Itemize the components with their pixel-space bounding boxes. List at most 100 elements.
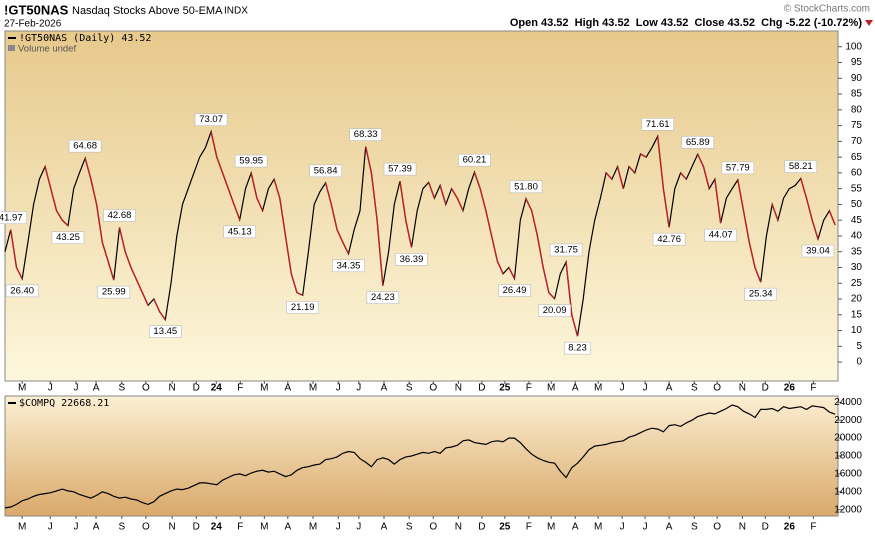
down-segment (364, 146, 373, 174)
x-tick-label: J (643, 383, 648, 394)
y-tick-label: 22000 (834, 415, 862, 426)
down-segment (233, 204, 241, 221)
down-segment (55, 210, 63, 221)
down-segment (279, 198, 287, 237)
down-segment (571, 314, 579, 337)
down-segment (702, 166, 710, 189)
x-tick-label: N (455, 383, 462, 394)
x-tick-label: O (142, 383, 150, 394)
x-tick-label: A (572, 522, 579, 533)
value-label: 25.99 (102, 287, 126, 298)
value-label: 26.40 (10, 285, 34, 296)
x-tick-label: J (73, 383, 78, 394)
value-label: 51.80 (514, 181, 538, 192)
down-segment (10, 229, 18, 268)
down-segment (714, 179, 722, 224)
x-tick-label: A (666, 383, 673, 394)
x-tick-label: S (691, 522, 698, 533)
down-segment (141, 292, 149, 306)
down-segment (616, 166, 624, 189)
value-label: 65.89 (686, 137, 710, 148)
down-segment (737, 179, 745, 211)
down-segment (210, 131, 218, 158)
down-segment (450, 188, 458, 199)
y-tick-label: 90 (851, 73, 863, 84)
down-segment (284, 235, 292, 274)
value-label-box (564, 341, 592, 355)
down-segment (50, 188, 58, 211)
legend: $COMPQ 22668.21 (19, 398, 109, 409)
value-label: 42.76 (657, 234, 681, 245)
x-tick-label: O (429, 383, 437, 394)
down-segment (748, 242, 756, 268)
value-label-box (332, 259, 365, 273)
y-tick-label: 80 (851, 104, 863, 115)
y-tick-label: 95 (851, 57, 863, 68)
value-label: 34.35 (337, 260, 361, 271)
x-tick-label: J (356, 522, 361, 533)
down-segment (640, 153, 647, 158)
down-segment (153, 298, 161, 312)
x-tick-label: M (260, 522, 268, 533)
legend-note: Volume undef (18, 44, 76, 55)
down-segment (456, 197, 464, 212)
y-tick-label: 55 (851, 183, 863, 194)
x-tick-label: D (762, 522, 769, 533)
down-segment (227, 188, 235, 205)
volume-icon (8, 45, 15, 51)
y-tick-label: 12000 (834, 504, 862, 515)
value-label-box (97, 285, 131, 299)
down-segment (376, 220, 384, 286)
down-segment (536, 235, 544, 268)
down-segment (754, 267, 762, 283)
x-tick-label: 25 (499, 383, 511, 394)
y-tick-label: 60 (851, 168, 863, 179)
symbol: !GT50NAS (4, 2, 69, 17)
down-segment (84, 157, 92, 180)
down-segment (800, 178, 808, 199)
x-tick-label: A (381, 522, 388, 533)
down-segment (828, 210, 836, 226)
value-label-box (395, 253, 428, 266)
x-tick-label: O (142, 522, 150, 533)
value-label: 45.13 (228, 226, 252, 237)
y-tick-label: 35 (851, 246, 863, 257)
value-label-box (801, 244, 835, 258)
y-tick-label: 18000 (834, 451, 862, 462)
y-tick-label: 40 (851, 231, 863, 242)
value-label: 73.07 (199, 114, 223, 125)
down-segment (296, 292, 303, 296)
value-label: 57.79 (726, 162, 750, 173)
x-tick-label: S (406, 383, 413, 394)
x-tick-label: M (309, 383, 317, 394)
value-label-box (68, 139, 102, 153)
down-segment (656, 136, 665, 189)
y-tick-label: 14000 (834, 486, 862, 497)
value-label-box (149, 325, 182, 338)
value-label-box (5, 284, 39, 298)
value-label-box (103, 209, 136, 222)
down-segment (479, 188, 487, 211)
value-label-box (383, 162, 417, 176)
exchange: INDX (224, 6, 248, 17)
down-segment (330, 204, 338, 230)
down-segment (771, 204, 779, 221)
down-segment (44, 166, 52, 189)
quote: Open 43.52 High 43.52 Low 43.52 Close 43… (510, 17, 862, 29)
x-tick-label: J (336, 383, 341, 394)
value-label-box (223, 225, 257, 239)
x-tick-label: N (169, 383, 176, 394)
down-segment (473, 171, 481, 189)
value-label-box (509, 180, 543, 194)
x-tick-label: F (526, 383, 532, 394)
down-segment (662, 188, 670, 228)
down-segment (273, 178, 281, 199)
value-label: 36.39 (400, 254, 424, 265)
value-label-box (51, 231, 85, 245)
x-tick-label: J (336, 522, 341, 533)
value-label: 42.68 (108, 210, 132, 221)
value-label-box (704, 228, 737, 242)
y-tick-label: 25 (851, 278, 863, 289)
value-label: 58.21 (789, 161, 813, 172)
down-segment (697, 154, 705, 167)
